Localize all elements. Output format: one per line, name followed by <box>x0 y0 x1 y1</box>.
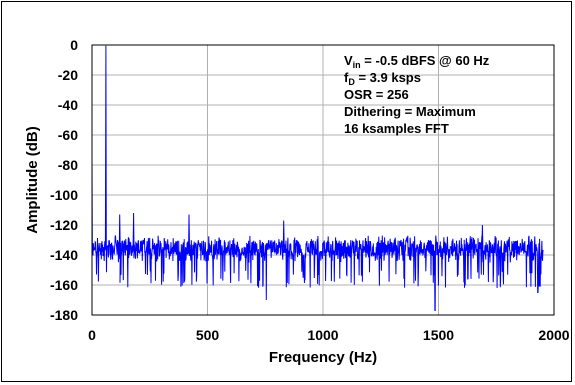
spectrum-series <box>91 45 544 311</box>
chart-annotation: Vin = -0.5 dBFS @ 60 Hz fD = 3.9 ksps OS… <box>344 53 490 136</box>
y-tick-label: -60 <box>58 127 78 143</box>
spectrum-line <box>91 45 544 311</box>
annotation-dithering: Dithering = Maximum <box>344 104 476 119</box>
x-tick-labels: 0 500 1000 1500 2000 <box>88 327 570 343</box>
x-tick-label: 1000 <box>307 327 338 343</box>
x-axis-label: Frequency (Hz) <box>269 349 377 366</box>
y-tick-label: -20 <box>58 67 78 83</box>
annotation-vin: Vin = -0.5 dBFS @ 60 Hz <box>344 53 490 70</box>
y-tick-label: -40 <box>58 97 78 113</box>
plot-area-border <box>91 44 555 316</box>
y-axis-label: Amplitude (dB) <box>24 126 41 233</box>
y-tick-label: -120 <box>50 217 78 233</box>
annotation-fd: fD = 3.9 ksps <box>344 70 421 87</box>
y-tick-label: -140 <box>50 247 78 263</box>
y-tick-label: -160 <box>50 277 78 293</box>
y-tick-labels: 0 -20 -40 -60 -80 -100 -120 -140 -160 -180 <box>50 37 78 323</box>
x-tick-label: 500 <box>196 327 220 343</box>
x-tick-label: 2000 <box>538 327 569 343</box>
annotation-osr: OSR = 256 <box>344 87 409 102</box>
y-tick-label: -100 <box>50 187 78 203</box>
y-tick-label: -180 <box>50 307 78 323</box>
annotation-fft: 16 ksamples FFT <box>344 121 449 136</box>
y-tick-label: 0 <box>70 37 78 53</box>
y-tick-label: -80 <box>58 157 78 173</box>
x-tick-label: 1500 <box>423 327 454 343</box>
x-tick-label: 0 <box>88 327 96 343</box>
